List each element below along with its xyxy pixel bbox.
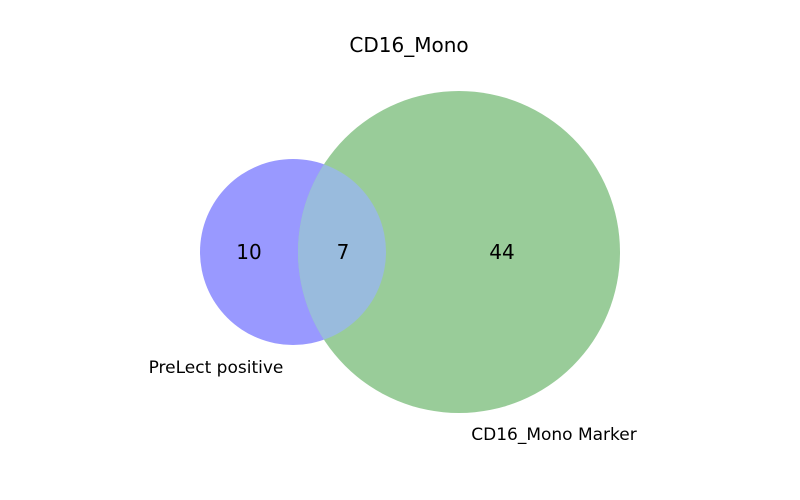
set-circle-cd16-mono-marker bbox=[298, 91, 620, 413]
set-label-cd16-mono-marker: CD16_Mono Marker bbox=[471, 425, 637, 445]
set-label-prelect-positive: PreLect positive bbox=[149, 358, 284, 378]
diagram-title: CD16_Mono bbox=[349, 33, 468, 57]
count-intersection: 7 bbox=[337, 240, 350, 264]
count-only-prelect-positive: 10 bbox=[236, 240, 261, 264]
count-only-cd16-mono-marker: 44 bbox=[489, 240, 514, 264]
